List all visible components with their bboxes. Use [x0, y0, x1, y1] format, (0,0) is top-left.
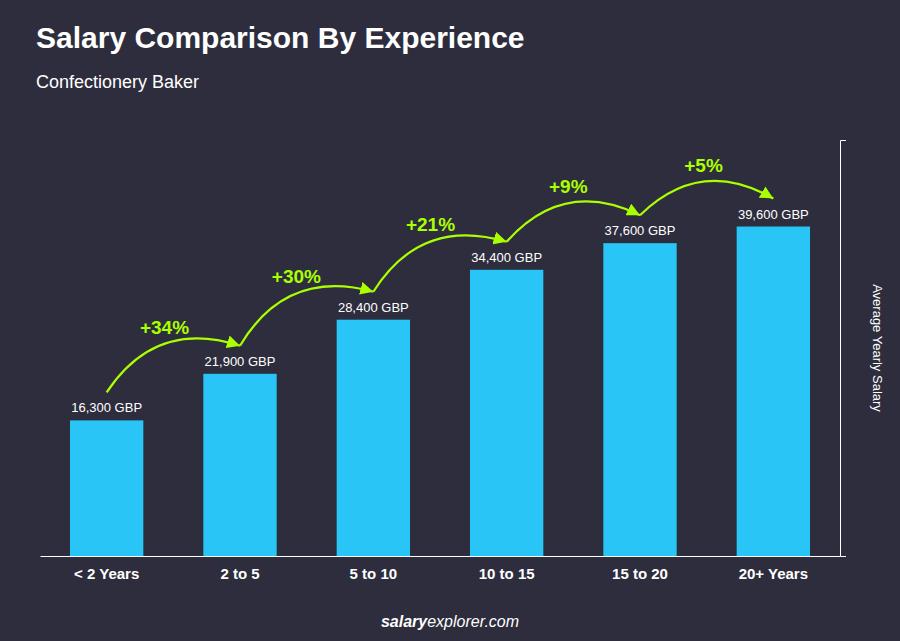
change-arrow: [107, 338, 240, 392]
x-tick: 15 to 20: [612, 565, 668, 582]
x-tick-label: < 2 Years: [74, 565, 139, 582]
change-arrow: [640, 181, 773, 215]
plot: < 2 Years 2 to 5 5 to 10 10 to 15 15 to 20 20…: [41, 141, 847, 582]
change-arrow: [240, 286, 373, 346]
data-label: 28,400 GBP: [338, 300, 409, 315]
bar: [470, 270, 543, 556]
bar: [737, 227, 810, 556]
x-tick-label: 5 to 10: [350, 565, 398, 582]
bar: [603, 243, 676, 556]
x-axis: < 2 Years 2 to 5 5 to 10 10 to 15 15 to 20 20…: [41, 557, 841, 582]
bar: [337, 320, 410, 556]
change-label: +30%: [272, 266, 321, 287]
change-arrow: [373, 235, 506, 291]
bar: [203, 374, 276, 556]
footer-part: explorer.com: [427, 613, 519, 630]
footer-part: salary: [381, 613, 428, 630]
change-label: +21%: [406, 214, 455, 235]
x-tick: 2 to 5: [220, 565, 259, 582]
subtitle: Confectionery Baker: [36, 72, 199, 92]
y-axis-title: Average Yearly Salary: [870, 284, 885, 412]
annotations: +34% +30% +21% +9% +5%: [107, 155, 774, 393]
x-tick-label: 2 to 5: [220, 565, 259, 582]
x-tick-label: 20+ Years: [739, 565, 808, 582]
title: Salary Comparison By Experience: [36, 21, 525, 54]
data-label: 37,600 GBP: [605, 223, 676, 238]
y-axis: [841, 141, 847, 557]
change-label: +9%: [549, 176, 588, 197]
x-axis-line: [41, 556, 841, 557]
bars: [70, 227, 810, 556]
change-label: +34%: [140, 317, 189, 338]
footer: salaryexplorer.com: [381, 613, 519, 630]
x-tick: 20+ Years: [739, 565, 808, 582]
bar: [70, 420, 143, 556]
change-arrow: [507, 201, 640, 241]
data-label: 34,400 GBP: [471, 250, 542, 265]
data-labels: 16,300 GBP 21,900 GBP 28,400 GBP 34,400 GBP…: [71, 207, 808, 416]
x-tick: 5 to 10: [350, 565, 398, 582]
data-label: 21,900 GBP: [205, 354, 276, 369]
chart: Salary Comparison By Experience Confectio…: [0, 0, 900, 641]
change-label: +5%: [684, 155, 723, 176]
x-tick-label: 15 to 20: [612, 565, 668, 582]
y-axis-line: [841, 141, 847, 557]
data-label: 39,600 GBP: [738, 207, 809, 222]
data-label: 16,300 GBP: [71, 400, 142, 415]
x-tick: 10 to 15: [479, 565, 535, 582]
x-tick: < 2 Years: [74, 565, 139, 582]
x-tick-label: 10 to 15: [479, 565, 535, 582]
